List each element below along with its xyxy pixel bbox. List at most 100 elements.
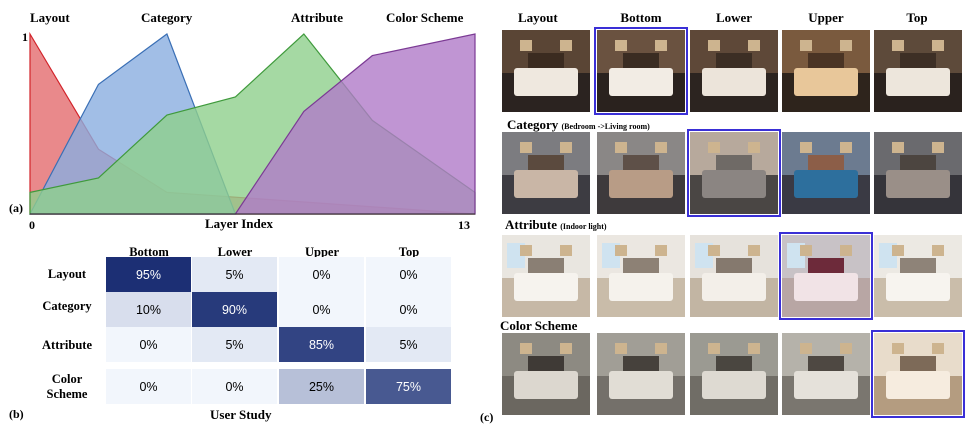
- thumbnail-pic: [519, 141, 532, 154]
- thumbnail-bed: [609, 169, 673, 198]
- heatmap-col-bottom: Bottom: [129, 245, 169, 259]
- heatmap-cell: 5%: [192, 257, 277, 292]
- heatmap-row-category: Category: [42, 299, 92, 313]
- thumbnail-pic: [560, 141, 573, 154]
- thumbnail-bed: [609, 67, 673, 96]
- heatmap-cell: 0%: [366, 292, 451, 327]
- thumbnail-pic: [560, 39, 573, 52]
- grid-row-title-layout-text: Layout: [518, 10, 558, 25]
- heatmap-cell: 10%: [106, 292, 191, 327]
- grid-col-upper: Upper: [808, 10, 844, 25]
- thumbnail-bed: [609, 272, 673, 301]
- thumbnail-bedhead: [528, 257, 564, 276]
- x-min-tick-label: 0: [29, 218, 35, 232]
- x-max-tick-label: 13: [458, 218, 470, 232]
- grid-row-title-color-scheme: Color Scheme: [500, 318, 577, 334]
- thumbnail-pic: [519, 342, 532, 355]
- heatmap-cell: 5%: [192, 327, 277, 362]
- panel-c-label: (c): [480, 410, 494, 424]
- thumbnail-pic: [614, 141, 627, 154]
- series-title-layout: Layout: [30, 10, 70, 25]
- thumbnail-bed: [794, 67, 858, 96]
- heatmap-row-layout: Layout: [47, 267, 87, 281]
- grid-col-bottom: Bottom: [620, 10, 662, 25]
- bedroom-thumbnail: [782, 132, 870, 214]
- thumbnail-pic: [655, 141, 668, 154]
- series-title-category: Category: [141, 10, 193, 25]
- thumbnail-pic: [840, 244, 853, 257]
- thumbnail-pic: [614, 244, 627, 257]
- thumbnail-bed: [702, 272, 766, 301]
- grid-col-top: Top: [906, 10, 928, 25]
- thumbnail-bedhead: [623, 154, 659, 173]
- grid-row-title-attribute: Attribute (Indoor light): [505, 217, 607, 233]
- bedroom-thumbnail: [782, 30, 870, 112]
- thumbnail-bedhead: [623, 52, 659, 71]
- grid-row-note-attribute: (Indoor light): [560, 222, 607, 231]
- heatmap-cell: 0%: [106, 327, 191, 362]
- grid-row-title-attribute-text: Attribute: [505, 217, 557, 232]
- thumbnail-pic: [799, 39, 812, 52]
- bedroom-thumbnail: [502, 235, 590, 317]
- thumbnail-pic: [840, 342, 853, 355]
- thumbnail-pic: [891, 141, 904, 154]
- bedroom-thumbnail: [597, 235, 685, 317]
- thumbnail-pic: [614, 342, 627, 355]
- heatmap-col-top: Top: [398, 245, 420, 259]
- series-title-color-scheme: Color Scheme: [386, 10, 464, 25]
- thumbnail-bed: [609, 370, 673, 399]
- grid-row-title-color-scheme-text: Color Scheme: [500, 318, 578, 333]
- thumbnail-pic: [932, 39, 945, 52]
- thumbnail-bed: [702, 169, 766, 198]
- thumbnail-bed: [794, 370, 858, 399]
- thumbnail-pic: [748, 39, 761, 52]
- thumbnail-bed: [794, 272, 858, 301]
- thumbnail-pic: [932, 141, 945, 154]
- thumbnail-bedhead: [716, 154, 752, 173]
- thumbnail-pic: [655, 342, 668, 355]
- thumbnail-bedhead: [716, 52, 752, 71]
- thumbnail-pic: [840, 141, 853, 154]
- thumbnail-bedhead: [528, 154, 564, 173]
- layer-area-chart: [29, 31, 476, 215]
- heatmap-cell: 5%: [366, 327, 451, 362]
- thumbnail-pic: [707, 244, 720, 257]
- heatmap-cell: 0%: [279, 257, 364, 292]
- thumbnail-bedhead: [808, 257, 844, 276]
- heatmap-cell: 0%: [106, 369, 191, 404]
- bedroom-thumbnail: [502, 333, 590, 415]
- heatmap-row-color-scheme-line1: Color: [51, 372, 83, 386]
- thumbnail-pic: [748, 342, 761, 355]
- thumbnail-bed: [886, 169, 950, 198]
- thumbnail-pic: [707, 39, 720, 52]
- thumbnail-bedhead: [808, 355, 844, 374]
- thumbnail-pic: [748, 141, 761, 154]
- heatmap-row-color-scheme-line2: Scheme: [46, 387, 88, 401]
- thumbnail-pic: [655, 244, 668, 257]
- grid-col-lower: Lower: [715, 10, 753, 25]
- thumbnail-bedhead: [808, 154, 844, 173]
- thumbnail-bed: [514, 169, 578, 198]
- thumbnail-bed: [702, 67, 766, 96]
- bedroom-thumbnail: [597, 132, 685, 214]
- thumbnail-bedhead: [900, 355, 936, 374]
- bedroom-thumbnail: [874, 235, 962, 317]
- thumbnail-bed: [886, 370, 950, 399]
- thumbnail-pic: [932, 244, 945, 257]
- thumbnail-bedhead: [623, 257, 659, 276]
- heatmap-cell: 90%: [192, 292, 277, 327]
- y-max-tick-label: 1: [22, 30, 28, 44]
- thumbnail-bedhead: [716, 257, 752, 276]
- bedroom-thumbnail: [690, 30, 778, 112]
- thumbnail-bed: [514, 272, 578, 301]
- thumbnail-pic: [799, 141, 812, 154]
- thumbnail-bed: [886, 272, 950, 301]
- thumbnail-pic: [707, 141, 720, 154]
- thumbnail-bed: [794, 169, 858, 198]
- grid-row-title-layout: Layout: [518, 10, 558, 26]
- grid-row-title-category-text: Category: [507, 117, 559, 132]
- thumbnail-pic: [799, 342, 812, 355]
- thumbnail-pic: [519, 244, 532, 257]
- thumbnail-bedhead: [900, 257, 936, 276]
- x-axis-label: Layer Index: [205, 216, 274, 231]
